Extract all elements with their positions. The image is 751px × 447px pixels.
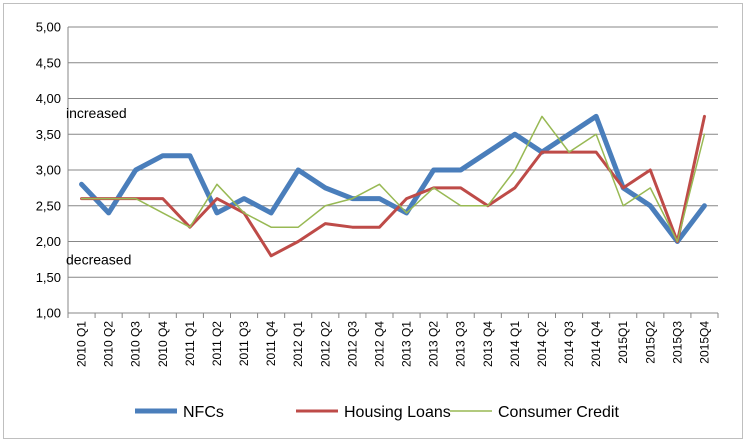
x-tick-label: 2014 Q2 bbox=[535, 321, 549, 367]
x-tick-label: 2013 Q2 bbox=[427, 321, 441, 367]
y-tick-label: 1,00 bbox=[36, 306, 61, 321]
y-tick-label: 4,50 bbox=[36, 55, 61, 70]
series-line-consumer-credit bbox=[80, 115, 706, 243]
x-tick-label: 2011 Q2 bbox=[210, 321, 224, 366]
x-tick-label: 2013 Q1 bbox=[400, 321, 414, 367]
x-tick-label: 2010 Q2 bbox=[102, 321, 116, 367]
legend-label: NFCs bbox=[183, 404, 224, 421]
x-tick-label: 2015Q2 bbox=[643, 321, 657, 364]
y-tick-label: 3,00 bbox=[36, 163, 61, 178]
x-tick-label: 2015Q4 bbox=[697, 321, 711, 364]
y-tick-label: 1,50 bbox=[36, 270, 61, 285]
x-tick-label: 2015Q1 bbox=[616, 321, 630, 364]
chart-frame bbox=[3, 3, 743, 439]
y-tick-label: 2,00 bbox=[36, 234, 61, 249]
x-tick-label: 2010 Q4 bbox=[156, 321, 170, 367]
x-tick-label: 2014 Q3 bbox=[562, 321, 576, 367]
x-tick-label: 2011 Q3 bbox=[237, 321, 251, 366]
x-tick-label: 2012 Q3 bbox=[345, 321, 359, 367]
annotation-label: decreased bbox=[66, 251, 131, 267]
x-tick-label: 2012 Q2 bbox=[318, 321, 332, 367]
y-tick-label: 2,50 bbox=[36, 198, 61, 213]
legend-label: Housing Loans bbox=[344, 404, 451, 421]
x-tick-label: 2012 Q1 bbox=[291, 321, 305, 367]
x-tick-label: 2013 Q4 bbox=[481, 321, 495, 367]
x-tick-label: 2011 Q1 bbox=[183, 321, 197, 366]
x-tick-label: 2010 Q3 bbox=[129, 321, 143, 367]
x-tick-label: 2015Q3 bbox=[670, 321, 684, 364]
legend-label: Consumer Credit bbox=[498, 404, 619, 421]
y-tick-label: 4,00 bbox=[36, 91, 61, 106]
x-tick-label: 2011 Q4 bbox=[264, 321, 278, 366]
series-line-housing-loans bbox=[80, 114, 706, 258]
x-tick-label: 2014 Q1 bbox=[508, 321, 522, 367]
y-tick-label: 5,00 bbox=[36, 20, 61, 35]
x-tick-label: 2014 Q4 bbox=[589, 321, 603, 367]
x-tick-label: 2013 Q3 bbox=[454, 321, 468, 367]
x-tick-label: 2012 Q4 bbox=[372, 321, 386, 367]
y-tick-label: 3,50 bbox=[36, 127, 61, 142]
x-tick-label: 2010 Q1 bbox=[75, 321, 89, 367]
series-line-nfcs bbox=[79, 113, 707, 244]
annotation-label: increased bbox=[66, 105, 127, 121]
